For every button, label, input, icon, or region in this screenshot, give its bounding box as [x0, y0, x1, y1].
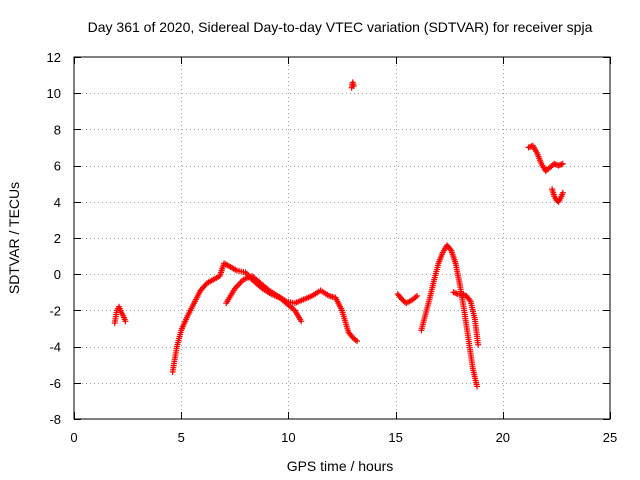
data-point — [475, 341, 482, 348]
data-point — [122, 318, 129, 325]
y-tick-label: -6 — [49, 376, 61, 391]
y-tick-label: -8 — [49, 412, 61, 427]
data-point — [414, 292, 421, 299]
x-tick-label: 0 — [70, 430, 77, 445]
data-point — [474, 383, 481, 390]
data-point — [559, 189, 566, 196]
data-point — [354, 338, 361, 345]
x-tick-label: 20 — [496, 430, 510, 445]
data-point — [298, 318, 305, 325]
x-tick-label: 10 — [281, 430, 295, 445]
x-axis-title: GPS time / hours — [287, 458, 394, 474]
x-axis: 0 5 10 15 20 25 — [70, 57, 617, 445]
data-points — [111, 79, 566, 390]
y-tick-label: 0 — [54, 267, 61, 282]
y-tick-label: 8 — [54, 122, 61, 137]
data-point — [350, 82, 357, 89]
y-tick-label: -4 — [49, 340, 61, 355]
chart-title: Day 361 of 2020, Sidereal Day-to-day VTE… — [88, 19, 593, 35]
y-axis: -8 -6 -4 -2 0 2 4 6 8 10 12 — [47, 50, 610, 427]
y-tick-label: 12 — [47, 50, 61, 65]
y-tick-label: 10 — [47, 86, 61, 101]
x-tick-label: 15 — [388, 430, 402, 445]
data-point — [466, 296, 473, 303]
y-axis-title: SDTVAR / TECUs — [6, 182, 22, 294]
data-point — [559, 160, 566, 167]
x-tick-label: 5 — [178, 430, 185, 445]
y-tick-label: 4 — [54, 195, 61, 210]
y-tick-label: 6 — [54, 159, 61, 174]
data-point — [447, 246, 454, 253]
y-tick-label: -2 — [49, 303, 61, 318]
y-tick-label: 2 — [54, 231, 61, 246]
x-tick-label: 25 — [603, 430, 617, 445]
